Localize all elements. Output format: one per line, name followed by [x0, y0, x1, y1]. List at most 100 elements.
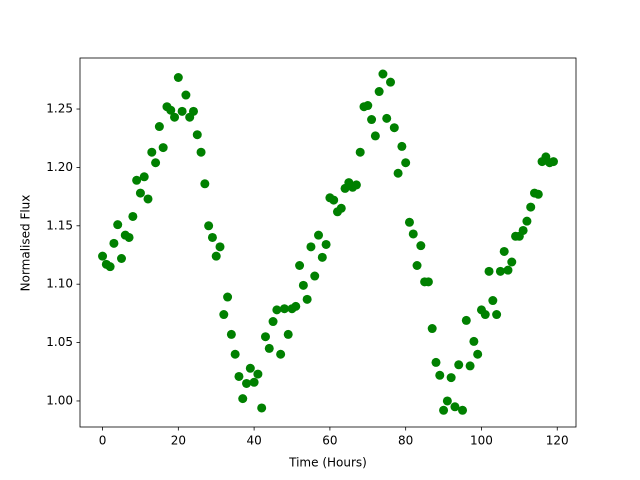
point: [518, 225, 528, 235]
point: [488, 296, 498, 306]
point: [264, 343, 274, 353]
point: [166, 105, 176, 115]
point: [439, 405, 449, 415]
x-tick-label: 100: [470, 434, 493, 448]
point: [211, 251, 221, 261]
point: [382, 113, 392, 123]
point: [367, 115, 377, 125]
point: [458, 405, 468, 415]
point: [378, 69, 388, 79]
point: [257, 403, 267, 413]
x-tick-label: 120: [546, 434, 569, 448]
point: [431, 357, 441, 367]
point: [416, 241, 426, 251]
point: [226, 329, 236, 339]
point: [329, 195, 339, 205]
point: [295, 261, 305, 271]
point: [272, 305, 282, 315]
plot-frame: [79, 57, 577, 428]
point: [306, 242, 316, 252]
x-tick-label: 60: [322, 434, 337, 448]
y-tick-label: 1.05: [46, 335, 73, 349]
point: [173, 73, 183, 83]
point: [238, 394, 248, 404]
point: [279, 304, 289, 314]
x-tick-label: 40: [246, 434, 261, 448]
point: [143, 194, 153, 204]
point: [128, 211, 138, 221]
point: [435, 370, 445, 380]
point: [484, 266, 494, 276]
point: [454, 360, 464, 370]
point: [355, 147, 365, 157]
point: [336, 203, 346, 213]
point: [116, 253, 126, 263]
point: [291, 301, 301, 311]
point: [113, 220, 123, 230]
point: [105, 262, 115, 272]
y-tick-label: 1.00: [46, 393, 73, 407]
point: [147, 147, 157, 157]
point: [200, 179, 210, 189]
point: [207, 232, 217, 242]
x-tick-label: 20: [171, 434, 186, 448]
point: [177, 106, 187, 116]
point: [495, 266, 505, 276]
point: [234, 371, 244, 381]
point: [404, 217, 414, 227]
point: [393, 168, 403, 178]
point: [170, 112, 180, 122]
point: [154, 122, 164, 132]
point: [181, 90, 191, 100]
y-tick-label: 1.15: [46, 218, 73, 232]
y-tick-label: 1.20: [46, 160, 73, 174]
point: [124, 232, 134, 242]
point: [139, 172, 149, 182]
point: [268, 317, 278, 327]
point: [135, 188, 145, 198]
point: [351, 180, 361, 190]
point: [310, 271, 320, 281]
point: [249, 377, 259, 387]
point: [499, 246, 509, 256]
point: [473, 349, 483, 359]
point: [245, 363, 255, 373]
point: [109, 238, 119, 248]
point: [480, 310, 490, 320]
point: [386, 77, 396, 87]
point: [465, 361, 475, 371]
point: [317, 252, 327, 262]
point: [492, 310, 502, 320]
point: [370, 131, 380, 141]
point: [242, 378, 252, 388]
point: [533, 189, 543, 199]
point: [423, 277, 433, 287]
x-tick-label: 0: [99, 434, 107, 448]
point: [548, 157, 558, 167]
point: [204, 221, 214, 231]
point: [374, 87, 384, 97]
point: [298, 280, 308, 290]
point: [461, 315, 471, 325]
point: [389, 123, 399, 133]
point: [260, 332, 270, 342]
point: [450, 402, 460, 412]
point: [446, 373, 456, 383]
point: [526, 202, 536, 212]
point: [188, 106, 198, 116]
point: [215, 242, 225, 252]
point: [397, 141, 407, 151]
point: [230, 349, 240, 359]
y-tick-label: 1.25: [46, 102, 73, 116]
point: [283, 329, 293, 339]
y-axis-label: Normalised Flux: [19, 195, 33, 292]
point: [401, 158, 411, 168]
point: [412, 261, 422, 271]
x-tick-label: 80: [398, 434, 413, 448]
point: [223, 292, 233, 302]
point: [158, 143, 168, 153]
point: [408, 229, 418, 239]
point: [276, 349, 286, 359]
